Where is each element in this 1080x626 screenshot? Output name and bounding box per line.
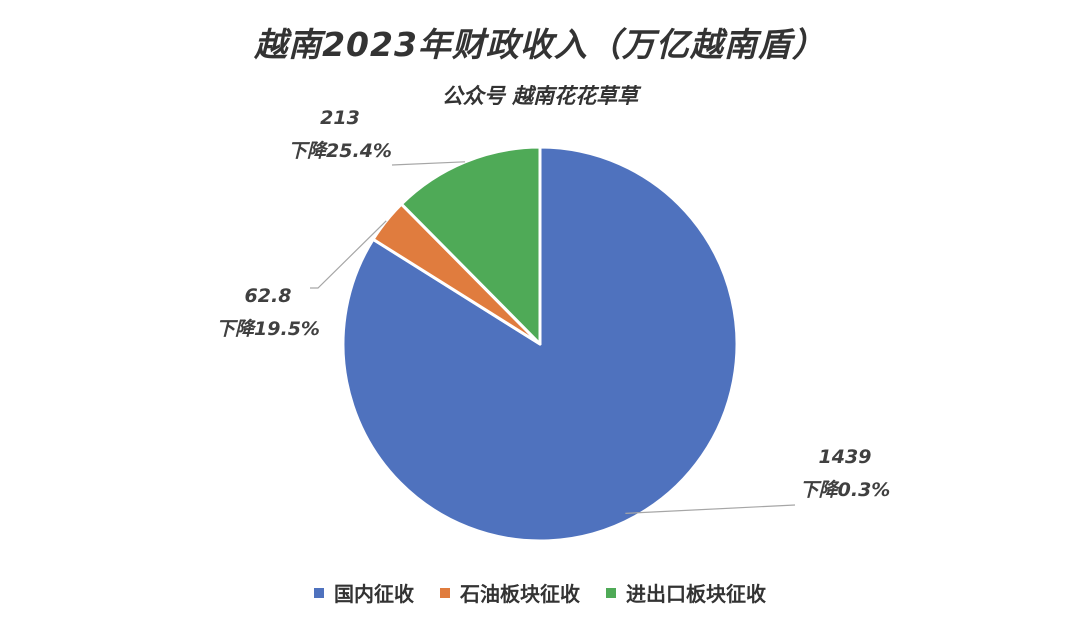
legend-swatch-domestic: [314, 587, 324, 598]
legend-label-domestic: 国内征收: [334, 582, 414, 606]
legend-swatch-oil: [440, 587, 450, 598]
legend-item-domestic: 国内征收: [314, 578, 414, 607]
legend-swatch-import-export: [606, 587, 616, 598]
data-label-value-domestic: 1439: [819, 446, 872, 468]
chart-title: 越南2023年财政收入（万亿越南盾）: [254, 25, 826, 64]
legend-item-import-export: 进出口板块征收: [606, 578, 766, 607]
leader-line-oil: [310, 220, 387, 289]
legend-label-import-export: 进出口板块征收: [626, 582, 766, 606]
data-label-value-oil: 62.8: [245, 285, 292, 307]
legend: 国内征收 石油板块征收 进出口板块征收: [0, 578, 1080, 607]
data-label-change-import-export: 下降25.4%: [288, 140, 392, 162]
pie-slice-import-export: [399, 145, 542, 346]
leader-line-import-export: [391, 161, 466, 166]
data-label-value-import-export: 213: [320, 107, 360, 129]
legend-item-oil: 石油板块征收: [440, 578, 580, 607]
legend-label-oil: 石油板块征收: [460, 582, 580, 606]
leader-line-domestic: [625, 504, 796, 514]
data-label-change-oil: 下降19.5%: [216, 318, 320, 340]
data-label-change-domestic: 下降0.3%: [800, 479, 891, 501]
chart-subtitle: 公众号 越南花花草草: [441, 84, 639, 108]
